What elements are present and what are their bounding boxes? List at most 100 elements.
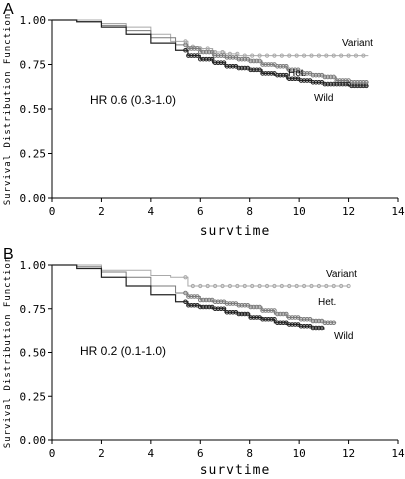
censor-marker (301, 71, 307, 76)
censor-marker (203, 56, 209, 62)
y-tick-label: 0.75 (20, 59, 47, 72)
censor-marker (286, 315, 292, 320)
censor-marker (331, 81, 337, 87)
censor-marker (248, 315, 254, 320)
censor-marker (220, 283, 225, 289)
censor-marker (189, 53, 194, 58)
censor-marker (254, 67, 259, 73)
censor-marker (230, 63, 236, 69)
censor-marker (331, 74, 337, 80)
censor-marker (340, 81, 345, 87)
censor-marker (325, 81, 331, 87)
censor-marker (309, 283, 314, 289)
censor-marker (205, 46, 210, 51)
x-tick-label: 4 (148, 205, 155, 218)
censor-marker (209, 56, 215, 62)
censor-marker (278, 320, 283, 326)
censor-marker (352, 83, 357, 89)
censor-marker (316, 80, 322, 85)
censor-marker (260, 316, 265, 322)
censor-marker (275, 311, 280, 317)
censor-marker (248, 58, 254, 64)
censor-marker (289, 76, 295, 82)
censor-marker (250, 53, 255, 58)
censor-marker (192, 53, 197, 58)
censor-marker (263, 62, 268, 67)
censor-marker (275, 320, 280, 326)
censor-marker (183, 290, 188, 296)
chart-panel-a: A 0.00 0.25 0.50 0.75 1.00 0 2 4 6 8 10 12 14 survtime… (3, 1, 405, 239)
censor-marker (337, 81, 342, 87)
censor-marker (281, 63, 286, 69)
censor-marker (287, 283, 292, 289)
censor-marker (242, 56, 248, 62)
series-label-variant: Variant (326, 269, 357, 280)
censor-marker (227, 309, 233, 315)
censor-marker (272, 283, 277, 289)
censor-marker (289, 315, 295, 320)
censor-marker (322, 81, 328, 87)
censor-marker (331, 320, 337, 326)
censor-marker (316, 283, 322, 289)
censor-marker (236, 65, 242, 71)
censor-marker (349, 83, 354, 89)
censor-marker (304, 71, 310, 76)
censor-marker (310, 72, 316, 78)
censor-marker (260, 71, 265, 76)
censor-marker (339, 53, 344, 58)
censor-marker (212, 53, 218, 58)
censor-marker (283, 63, 289, 69)
censor-marker (251, 67, 256, 73)
censor-marker (316, 318, 322, 324)
censor-marker (200, 49, 206, 55)
censor-marker (295, 67, 301, 73)
censor-marker (316, 325, 322, 331)
censor-marker (218, 306, 224, 312)
y-tick-label: 0.00 (20, 434, 47, 447)
x-tick-label: 10 (293, 205, 306, 218)
censor-marker (239, 56, 245, 62)
censor-marker (257, 67, 262, 73)
censor-marker (361, 53, 366, 58)
censor-marker (195, 53, 200, 58)
censor-marker (313, 318, 319, 324)
censor-marker (264, 53, 270, 58)
censor-marker (286, 322, 292, 327)
censor-marker (197, 49, 203, 55)
hazard-ratio-annotation: HR 0.2 (0.1-1.0) (80, 344, 166, 358)
censor-marker (310, 325, 316, 331)
censor-marker (251, 304, 256, 310)
series-label-wild: Wild (314, 93, 333, 104)
y-tick-label: 1.00 (20, 259, 47, 272)
censor-marker (183, 42, 188, 48)
y-tick-label: 0.25 (20, 390, 47, 403)
censor-marker (301, 78, 307, 83)
censor-marker (316, 53, 322, 58)
censor-marker (263, 71, 268, 76)
censor-marker (304, 78, 310, 83)
censor-marker (331, 53, 336, 58)
censor-marker (301, 316, 307, 322)
censor-marker (206, 49, 212, 55)
censor-marker (186, 302, 191, 308)
censor-marker (236, 302, 242, 308)
censor-marker (269, 62, 274, 67)
censor-marker (221, 306, 227, 312)
censor-marker (292, 322, 298, 327)
censor-marker (353, 53, 359, 58)
censor-marker (218, 299, 224, 305)
censor-marker (298, 71, 304, 76)
censor-marker (230, 309, 236, 315)
censor-marker (269, 71, 274, 76)
censor-marker (279, 53, 284, 58)
censor-marker (331, 283, 336, 289)
censor-marker (227, 283, 233, 289)
panel-label: A (3, 1, 14, 18)
censor-marker (239, 65, 245, 71)
censor-marker (212, 306, 218, 312)
censor-marker (313, 325, 319, 331)
censor-marker (346, 283, 351, 289)
x-tick-label: 10 (293, 447, 306, 460)
censor-marker (322, 320, 328, 326)
censor-marker (319, 325, 325, 331)
